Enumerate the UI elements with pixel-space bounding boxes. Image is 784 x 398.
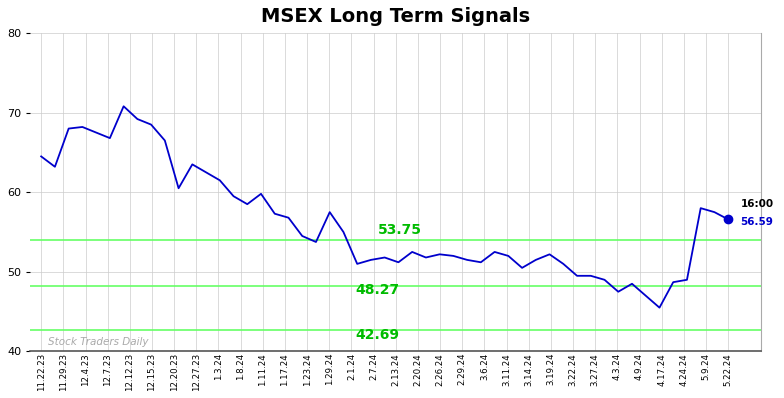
Text: 48.27: 48.27 xyxy=(356,283,400,297)
Text: 56.59: 56.59 xyxy=(740,217,773,228)
Text: 53.75: 53.75 xyxy=(378,223,422,238)
Title: MSEX Long Term Signals: MSEX Long Term Signals xyxy=(261,7,530,26)
Text: 16:00: 16:00 xyxy=(740,199,774,209)
Text: 42.69: 42.69 xyxy=(356,328,400,342)
Text: Stock Traders Daily: Stock Traders Daily xyxy=(48,337,148,347)
